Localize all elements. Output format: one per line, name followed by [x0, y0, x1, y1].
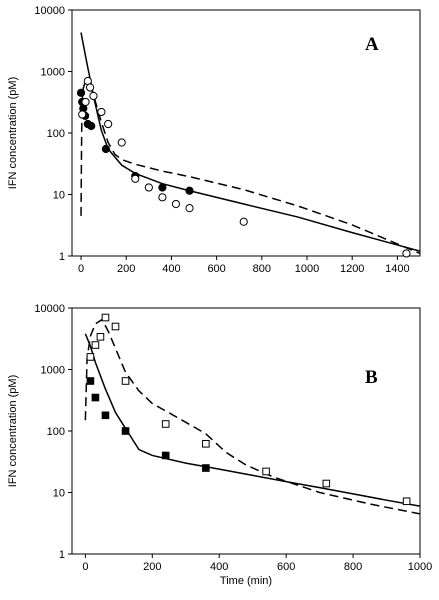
open-square-point	[402, 497, 411, 506]
open-square-point	[121, 377, 130, 385]
x-axis-title-b: Time (min)	[220, 575, 272, 587]
x-tick-label-a: 200	[117, 263, 135, 275]
open-square-point	[111, 322, 120, 331]
filled-circle-point	[101, 144, 110, 154]
x-tick-label-b: 200	[143, 561, 161, 573]
open-square-point	[262, 467, 270, 476]
x-tick-label-a: 600	[207, 263, 225, 275]
open-square-point	[161, 420, 170, 428]
open-circle-point	[131, 174, 140, 183]
panel-label-a: A	[365, 34, 379, 55]
filled-square-point	[161, 451, 170, 460]
x-tick-label-b: 800	[344, 561, 362, 573]
y-axis-title-b: IFN concentration (pM)	[7, 375, 19, 487]
open-circle-point	[89, 91, 98, 101]
x-tick-label-a: 0	[78, 263, 84, 275]
y-tick-label-a: 1000	[41, 67, 65, 79]
y-tick-label-b: 1	[59, 549, 65, 561]
open-square-point	[86, 353, 95, 361]
filled-circle-point	[76, 88, 86, 97]
x-tick-label-b: 0	[82, 561, 88, 573]
y-tick-label-b: 100	[47, 426, 65, 438]
panel-label-b: B	[365, 367, 378, 388]
y-tick-label-a: 10	[53, 190, 65, 202]
open-square-point	[96, 333, 105, 341]
dashed-curve-b	[84, 318, 420, 515]
open-circle-point	[81, 97, 90, 107]
open-circle-point	[144, 183, 153, 192]
y-tick-label-a: 100	[47, 128, 65, 140]
open-circle-point	[402, 249, 411, 258]
dashed-curve-a	[80, 80, 420, 255]
x-tick-label-a: 1400	[385, 263, 409, 275]
x-tick-label-a: 400	[162, 263, 180, 275]
open-square-point	[91, 341, 100, 349]
y-tick-label-b: 10000	[34, 303, 65, 315]
open-circle-point	[239, 217, 248, 226]
panel-b: 1 10 100 1000 10000 0 200 400 600 800 1000 IFN conc…	[7, 303, 432, 587]
open-square-point	[202, 439, 210, 448]
y-tick-label-b: 1000	[41, 365, 65, 377]
x-tick-label-b: 1000	[408, 561, 432, 573]
filled-circle-point	[87, 121, 96, 131]
open-circle-point	[185, 204, 194, 213]
open-circle-point	[97, 107, 106, 117]
filled-square-point	[101, 411, 110, 420]
filled-square-point	[91, 393, 100, 402]
x-tick-label-b: 400	[210, 561, 228, 573]
y-axis-title-a: IFN concentration (pM)	[7, 77, 19, 189]
x-tick-label-a: 1200	[340, 263, 364, 275]
open-circle-point	[171, 199, 181, 209]
open-circle-point	[158, 193, 167, 202]
open-circle-point	[78, 110, 87, 119]
open-circle-point	[117, 138, 126, 147]
y-tick-label-a: 1	[59, 251, 65, 263]
solid-curve-a	[80, 32, 420, 252]
solid-curve-b	[84, 333, 420, 507]
filled-circle-point	[185, 186, 194, 195]
open-circle-point	[85, 83, 95, 92]
x-tick-label-a: 800	[253, 263, 271, 275]
y-tick-label-a: 10000	[34, 5, 65, 17]
open-square-point	[322, 479, 331, 488]
panel-a: 1 10 100 1000 10000 0 200 400 600 800 1000 1200 1400…	[7, 5, 421, 275]
x-tick-label-a: 1000	[295, 263, 319, 275]
y-tick-label-b: 10	[53, 488, 65, 500]
open-square-point	[101, 313, 110, 322]
filled-square-point	[202, 464, 210, 472]
x-tick-label-b: 600	[277, 561, 295, 573]
open-circle-point	[104, 119, 113, 129]
filled-circle-point	[158, 183, 167, 192]
filled-square-point	[121, 427, 130, 435]
filled-square-point	[86, 377, 95, 385]
